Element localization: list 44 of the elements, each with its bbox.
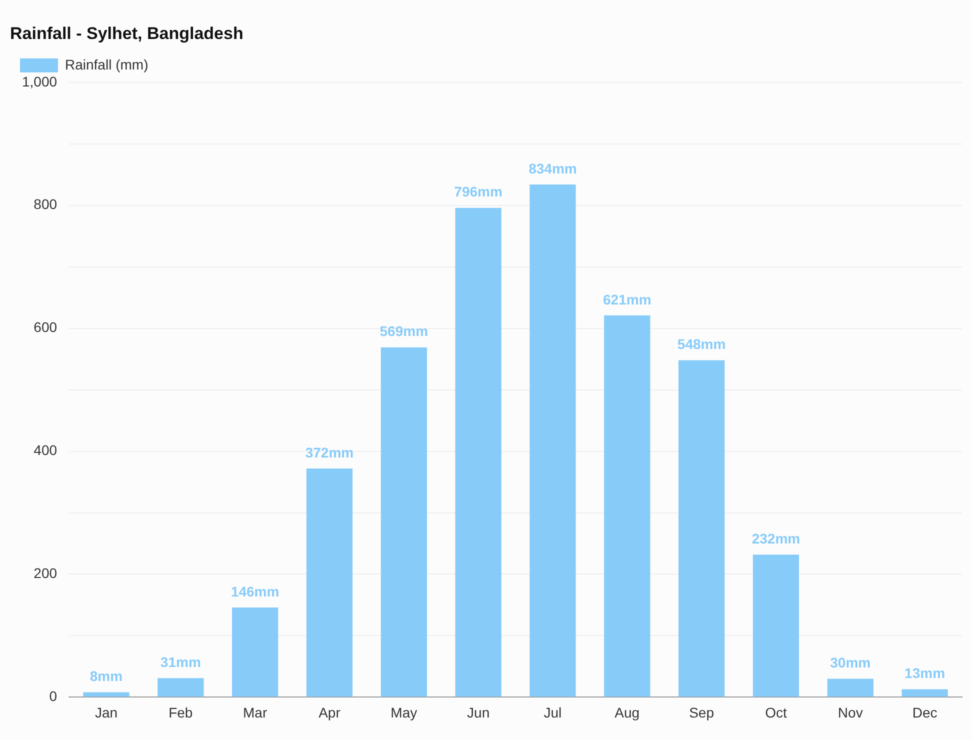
y-tick-label: 1,000 <box>22 73 58 90</box>
bar <box>158 678 204 697</box>
x-tick-label: Apr <box>318 704 341 720</box>
data-label: 548mm <box>677 336 726 352</box>
x-tick-label: May <box>390 704 418 720</box>
legend-label: Rainfall (mm) <box>65 56 148 72</box>
bar <box>902 689 948 697</box>
data-label: 621mm <box>603 291 652 308</box>
x-tick-label: Jun <box>467 704 490 720</box>
bar <box>380 347 427 697</box>
bar <box>827 678 874 697</box>
bar <box>83 692 130 697</box>
bar <box>455 208 502 697</box>
data-label: 30mm <box>830 654 871 671</box>
x-tick-label: Oct <box>765 704 787 720</box>
y-tick-label: 400 <box>34 442 58 458</box>
data-label: 8mm <box>90 668 123 684</box>
x-tick-label: Jul <box>544 704 562 720</box>
y-tick-label: 600 <box>34 319 58 336</box>
bar <box>604 315 650 697</box>
bar <box>306 468 353 697</box>
bar <box>678 360 725 697</box>
y-tick-label: 800 <box>34 196 58 212</box>
data-label: 834mm <box>528 160 577 176</box>
x-tick-label: Nov <box>838 704 863 720</box>
data-label: 31mm <box>160 654 201 670</box>
x-tick-label: Mar <box>243 704 268 720</box>
data-label: 232mm <box>752 530 800 546</box>
data-label: 13mm <box>904 665 946 682</box>
y-tick-label: 0 <box>49 688 58 704</box>
data-label: 569mm <box>380 323 428 340</box>
bar <box>752 554 800 697</box>
x-tick-label: Jan <box>94 704 118 720</box>
data-label: 146mm <box>230 583 280 600</box>
x-tick-label: Aug <box>614 704 640 720</box>
x-tick-label: Feb <box>168 704 193 720</box>
x-tick-label: Sep <box>689 704 714 720</box>
x-tick-label: Dec <box>912 704 938 720</box>
bar <box>232 607 278 697</box>
data-label: 372mm <box>305 444 354 460</box>
bar <box>530 184 576 697</box>
data-label: 796mm <box>454 184 502 200</box>
y-tick-label: 200 <box>34 565 58 582</box>
chart-title: Rainfall - Sylhet, Bangladesh <box>10 24 244 43</box>
